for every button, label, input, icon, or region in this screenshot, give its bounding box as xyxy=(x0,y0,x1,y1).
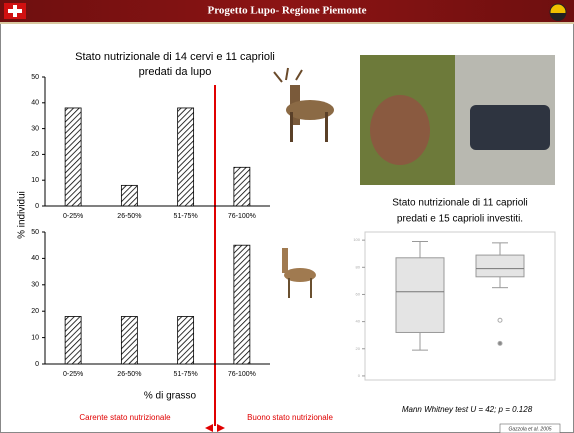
y-axis-label: % individui xyxy=(17,191,28,239)
y-tick-label: 80 xyxy=(356,264,361,269)
x-tick-label: 76-100% xyxy=(228,213,256,220)
flag-icon xyxy=(4,3,26,19)
bar xyxy=(120,184,138,207)
chart-title: predati da lupo xyxy=(139,66,212,78)
bar xyxy=(233,244,251,365)
y-tick-label: 40 xyxy=(356,319,361,324)
outlier xyxy=(497,317,503,323)
divider-arrows xyxy=(205,424,225,432)
x-tick-label: 26-50% xyxy=(117,371,141,378)
photo-car xyxy=(470,105,550,150)
chart-title: Stato nutrizionale di 14 cervi e 11 capr… xyxy=(75,51,275,63)
bar xyxy=(120,316,138,365)
y-tick-label: 50 xyxy=(31,74,39,81)
y-tick-label: 60 xyxy=(356,292,361,297)
logo-icon xyxy=(549,3,567,21)
chart-title: predati e 15 caprioli investiti. xyxy=(397,214,523,225)
left-annotation: Carente stato nutrizionale xyxy=(79,413,171,422)
bar xyxy=(64,316,82,365)
y-tick-label: 30 xyxy=(31,282,39,289)
y-tick-label: 20 xyxy=(31,308,39,315)
citation: Gazzola et al. 2005 xyxy=(508,426,551,432)
y-tick-label: 0 xyxy=(35,203,39,210)
header-rule xyxy=(0,22,574,24)
x-tick-label: 51-75% xyxy=(174,213,198,220)
bar xyxy=(177,107,195,207)
roe-deer-image xyxy=(282,248,316,298)
bar xyxy=(233,166,251,207)
plot-frame xyxy=(364,231,556,381)
x-tick-label: 51-75% xyxy=(174,371,198,378)
x-tick-label: 0-25% xyxy=(63,371,83,378)
y-tick-label: 100 xyxy=(353,237,360,242)
y-tick-label: 40 xyxy=(31,255,39,262)
x-axis-label: % di grasso xyxy=(144,391,197,402)
box xyxy=(395,257,445,333)
citation-box xyxy=(499,423,561,433)
y-tick-label: 50 xyxy=(31,229,39,236)
header-bar xyxy=(0,0,574,22)
y-tick-label: 30 xyxy=(31,125,39,132)
deer-image xyxy=(273,67,334,142)
box xyxy=(475,254,525,278)
right-annotation: Buono stato nutrizionale xyxy=(247,413,333,422)
x-tick-label: 0-25% xyxy=(63,213,83,220)
y-tick-label: 0 xyxy=(358,373,361,378)
chart-title: Stato nutrizionale di 11 caprioli xyxy=(392,198,527,209)
header-title: Progetto Lupo- Regione Piemonte xyxy=(208,5,367,17)
y-tick-label: 10 xyxy=(31,177,39,184)
bar xyxy=(64,107,82,207)
bar xyxy=(177,316,195,365)
y-tick-label: 20 xyxy=(356,346,361,351)
outlier xyxy=(497,340,503,346)
y-tick-label: 40 xyxy=(31,100,39,107)
y-tick-label: 10 xyxy=(31,334,39,341)
y-tick-label: 20 xyxy=(31,151,39,158)
photo-carcass xyxy=(370,95,430,165)
annotation: Mann Whitney test U = 42; p = 0.128 xyxy=(402,405,533,414)
x-tick-label: 26-50% xyxy=(117,213,141,220)
x-tick-label: 76-100% xyxy=(228,371,256,378)
y-tick-label: 0 xyxy=(35,361,39,368)
